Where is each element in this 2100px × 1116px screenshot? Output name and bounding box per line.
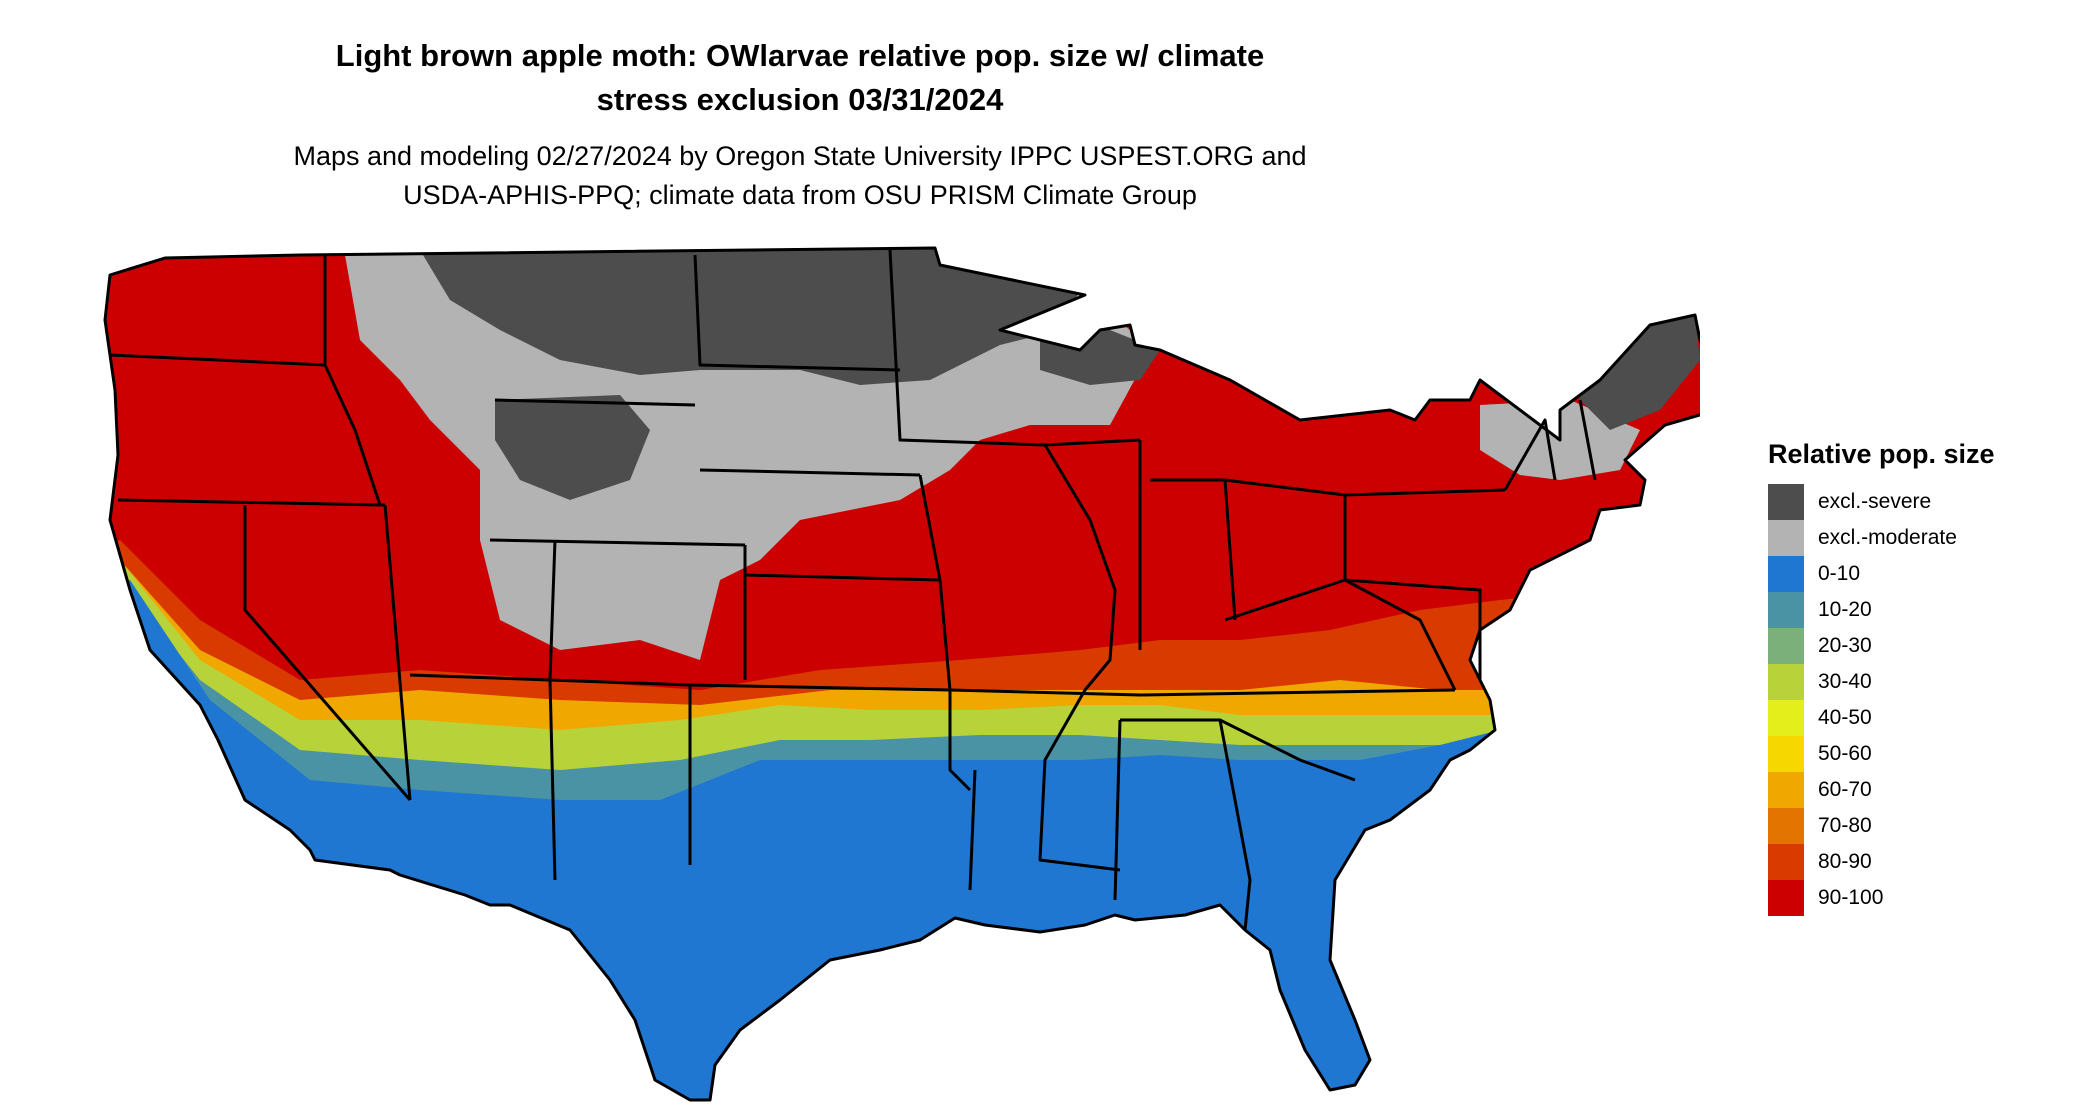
us-population-map	[103, 246, 1700, 1102]
legend-title: Relative pop. size	[1768, 439, 1995, 469]
border-ut-co	[548, 539, 557, 681]
legend-label: 40-50	[1818, 706, 1872, 729]
legend-item: excl.-moderate	[1768, 520, 2088, 556]
legend-item: excl.-severe	[1768, 484, 2088, 520]
map-subtitle-line-1: Maps and modeling 02/27/2024 by Oregon S…	[293, 141, 1307, 171]
border-ky-wv-va	[1224, 578, 1457, 691]
border-nh-me	[1578, 399, 1597, 481]
legend: Relative pop. size excl.-severe excl.-mod…	[1768, 436, 2088, 916]
border-ia-mo	[918, 474, 952, 691]
legend-label: 60-70	[1818, 778, 1872, 801]
excl-severe-rockies-zone	[495, 395, 650, 500]
legend-swatch	[1768, 520, 1804, 556]
legend-item: 90-100	[1768, 880, 2088, 916]
border-ok	[689, 683, 972, 792]
border-md-va	[1344, 578, 1482, 680]
legend-swatch	[1768, 880, 1804, 916]
border-al-ga	[1120, 718, 1252, 931]
legend-item: 80-90	[1768, 844, 2088, 880]
legend-label: 90-100	[1818, 886, 1884, 909]
map-title-line-2: stress exclusion 03/31/2024	[596, 82, 1004, 117]
legend-item: 70-80	[1768, 808, 2088, 844]
legend-swatch	[1768, 808, 1804, 844]
legend-label: excl.-moderate	[1818, 526, 1957, 549]
border-dakotas	[693, 254, 901, 372]
legend-item: 60-70	[1768, 772, 2088, 808]
legend-swatch	[1768, 628, 1804, 664]
legend-item: 20-30	[1768, 628, 2088, 664]
map-subtitle-line-2: USDA-APHIS-PPQ; climate data from OSU PR…	[403, 180, 1197, 210]
border-ny-vt	[1503, 418, 1557, 491]
border-pa-ny	[1344, 488, 1506, 497]
legend-label: excl.-severe	[1818, 490, 1932, 513]
border-ga-sc	[1219, 718, 1356, 782]
legend-item: 10-20	[1768, 592, 2088, 628]
excl-severe-north-zone	[420, 248, 1080, 385]
legend-swatch	[1768, 700, 1804, 736]
legend-swatch	[1768, 592, 1804, 628]
legend-label: 80-90	[1818, 850, 1872, 873]
border-mo-east	[1043, 444, 1117, 691]
border-ca-nv-diagonal	[243, 505, 412, 801]
border-ar-ms	[1038, 689, 1121, 872]
border-ms-al	[1113, 719, 1122, 901]
border-id-east	[323, 255, 382, 506]
state-borders	[103, 246, 1700, 1102]
border-wi-il	[1044, 438, 1141, 447]
legend-item: 50-60	[1768, 736, 2088, 772]
border-sd-ne	[699, 468, 921, 477]
legend-swatch	[1768, 556, 1804, 592]
legend-label: 0-10	[1818, 562, 1861, 585]
border-wy-co	[489, 538, 746, 547]
legend-label: 10-20	[1818, 598, 1872, 621]
legend-swatch	[1768, 844, 1804, 880]
border-mn-ia	[888, 249, 1046, 447]
border-ne-ks	[744, 573, 941, 582]
legend-swatch	[1768, 664, 1804, 700]
legend-swatch	[1768, 772, 1804, 808]
legend-items: excl.-severe excl.-moderate 0-10 10-20 20-30…	[1768, 484, 2088, 916]
legend-item: 0-10	[1768, 556, 2088, 592]
border-tx-la	[968, 769, 977, 891]
border-mt-wy	[494, 398, 696, 407]
legend-label: 70-80	[1818, 814, 1872, 837]
border-tn-ky	[949, 688, 1456, 697]
legend-label: 50-60	[1818, 742, 1872, 765]
legend-swatch	[1768, 484, 1804, 520]
map-title-line-1: Light brown apple moth: OWlarvae relativ…	[335, 38, 1265, 73]
legend-item: 40-50	[1768, 700, 2088, 736]
border-az-nm	[548, 679, 557, 881]
border-wa-or	[109, 353, 326, 367]
border-nv-east	[383, 504, 412, 801]
legend-swatch	[1768, 736, 1804, 772]
border-or-ca-nv	[117, 498, 386, 507]
legend-label: 30-40	[1818, 670, 1872, 693]
legend-label: 20-30	[1818, 634, 1872, 657]
legend-item: 30-40	[1768, 664, 2088, 700]
